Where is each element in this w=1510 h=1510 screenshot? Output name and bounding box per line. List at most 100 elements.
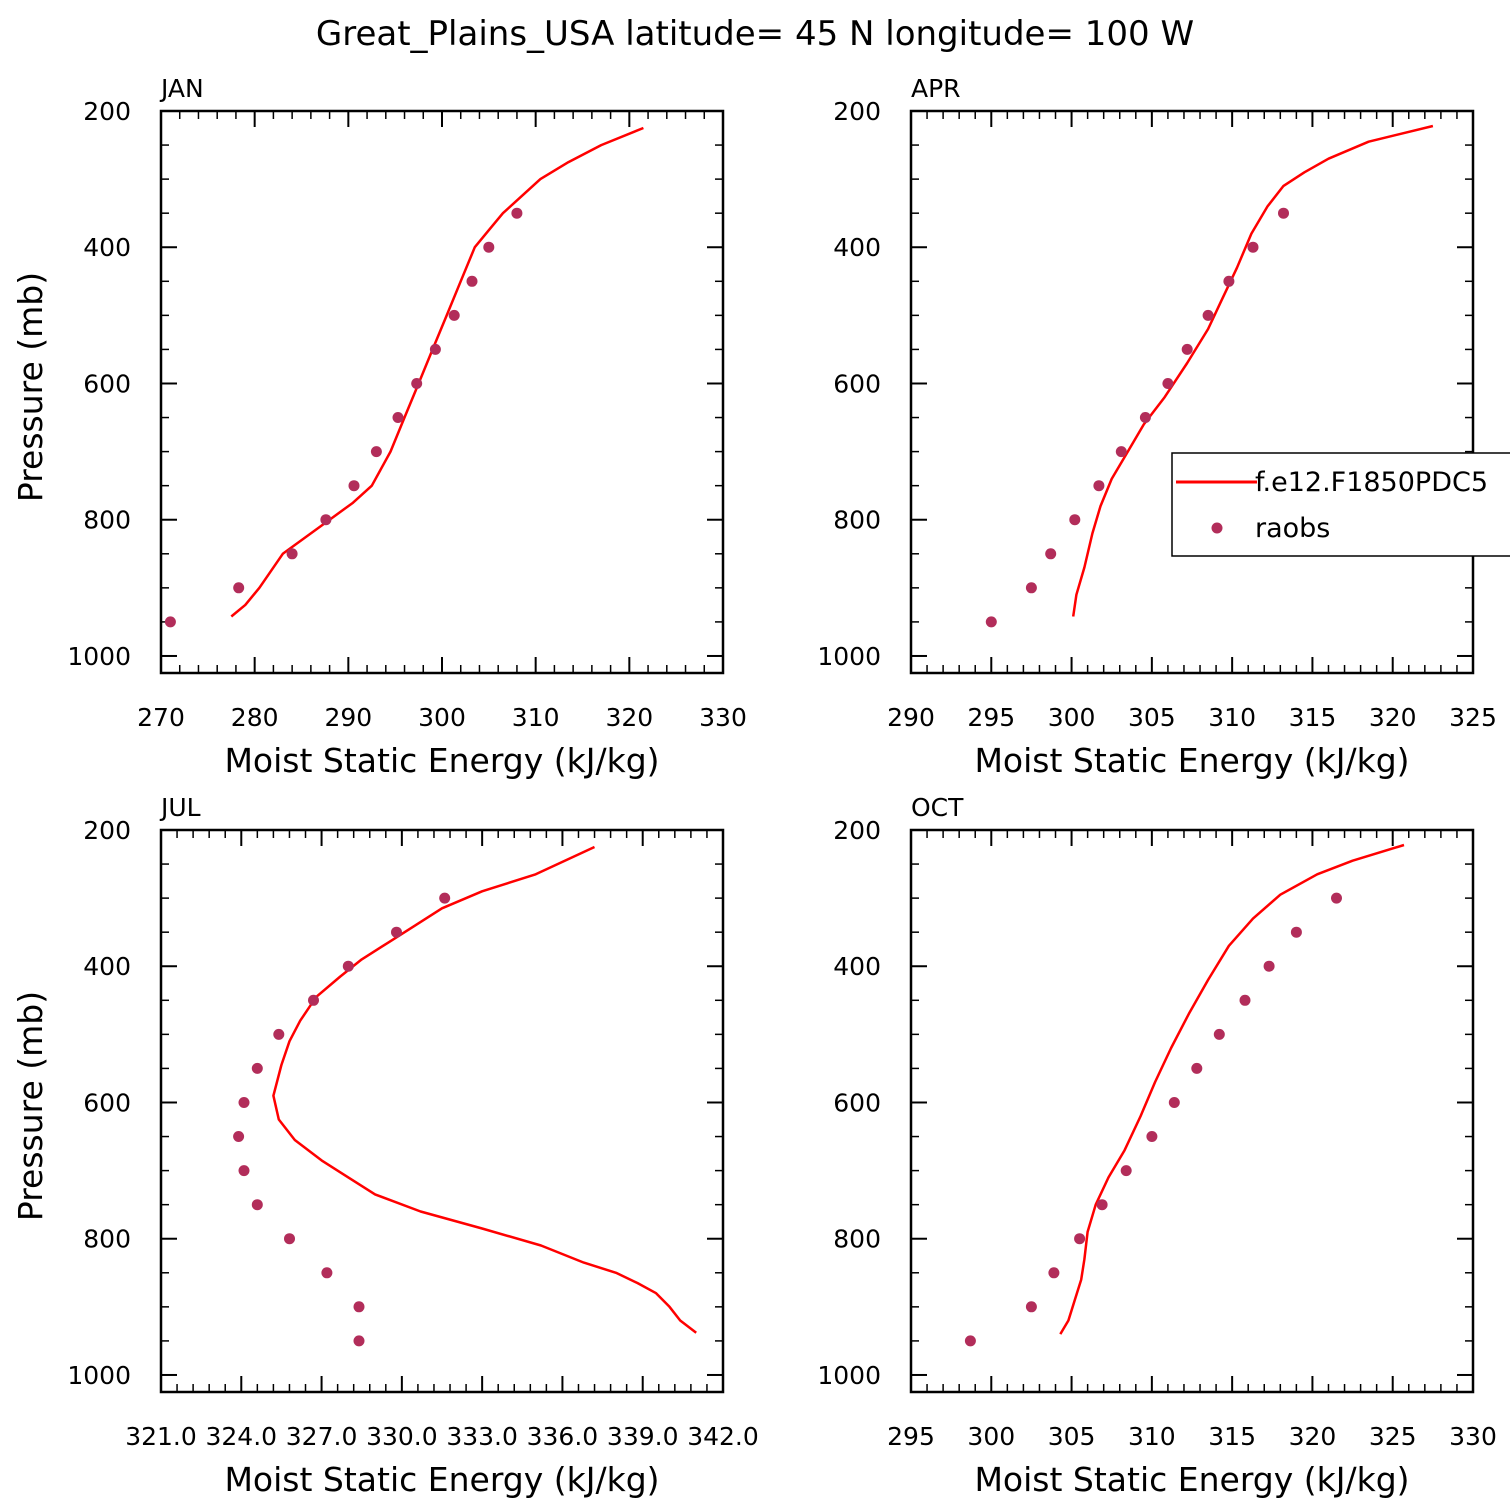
x-tick-label: 325: [1369, 1422, 1417, 1451]
obs-point: [273, 1028, 285, 1040]
panel-frame: [909, 109, 1475, 675]
y-tick-label: 800: [83, 506, 131, 535]
x-tick-label: 295: [967, 703, 1015, 732]
x-tick-label: 290: [887, 703, 935, 732]
obs-point: [353, 1301, 365, 1313]
obs-point: [251, 1062, 263, 1074]
obs-point: [1048, 1267, 1060, 1279]
panel-oct: OCT 295 300 305 310 315 320 325 330 200 400 600 800 1…: [817, 793, 1496, 1499]
plot-area: [964, 843, 1405, 1347]
obs-point: [238, 1165, 250, 1177]
figure-title: Great_Plains_USA latitude= 45 N longitud…: [316, 14, 1194, 54]
x-tick-label: 342.0: [687, 1422, 759, 1451]
obs-point: [348, 480, 360, 492]
obs-point: [370, 446, 382, 458]
y-tick-label: 200: [83, 816, 131, 845]
obs-point: [466, 275, 478, 287]
x-tick-label: 300: [1048, 703, 1096, 732]
obs-point: [392, 412, 404, 423]
panel-title: JAN: [159, 74, 204, 103]
obs-point: [1213, 1028, 1225, 1040]
obs-point: [1146, 1131, 1158, 1142]
x-axis-title: Moist Static Energy (kJ/kg): [224, 741, 659, 780]
obs-point: [1278, 207, 1289, 219]
obs-point: [1074, 1233, 1086, 1245]
y-tick-label: 1000: [67, 642, 131, 671]
x-tick-label: 330: [699, 703, 747, 732]
x-axis-title: Moist Static Energy (kJ/kg): [974, 741, 1409, 780]
obs-point: [1191, 1062, 1203, 1074]
legend-model-label: f.e12.F1850PDC5: [1255, 467, 1488, 498]
x-tick-label: 280: [231, 703, 279, 732]
obs-point: [342, 960, 354, 972]
obs-point: [233, 582, 245, 594]
obs-point: [1139, 412, 1151, 423]
y-tick-label: 800: [83, 1225, 131, 1254]
x-tick-label: 290: [324, 703, 372, 732]
obs-point: [238, 1097, 250, 1108]
x-tick-label: 321.0: [125, 1422, 197, 1451]
panel-title: JUL: [159, 793, 201, 822]
obs-point: [353, 1335, 365, 1347]
x-tick-label: 333.0: [446, 1422, 518, 1451]
obs-point: [483, 241, 495, 253]
x-tick-label: 315: [1289, 703, 1337, 732]
plot-area: [164, 126, 644, 628]
x-tick-label: 325: [1449, 703, 1497, 732]
obs-point: [1096, 1199, 1108, 1211]
x-tick-label: 324.0: [205, 1422, 277, 1451]
model-series-line: [1059, 843, 1405, 1335]
obs-point: [1162, 378, 1174, 389]
obs-point: [1202, 309, 1214, 321]
y-axis-title: Pressure (mb): [11, 272, 50, 502]
y-axis-title: Pressure (mb): [11, 991, 50, 1221]
obs-point: [411, 378, 423, 389]
obs-point: [448, 309, 460, 321]
y-tick-label: 400: [83, 952, 131, 981]
x-tick-label: 320: [1289, 1422, 1337, 1451]
obs-point: [308, 994, 319, 1006]
obs-point: [1045, 548, 1057, 560]
obs-point: [286, 548, 298, 560]
panel-frame: [159, 109, 725, 675]
legend-box: [1171, 452, 1510, 557]
x-tick-label: 320: [605, 703, 653, 732]
y-tick-label: 200: [83, 97, 131, 126]
model-series-line: [272, 845, 697, 1334]
y-tick-label: 800: [833, 506, 881, 535]
y-tick-label: 400: [833, 952, 881, 981]
obs-point: [251, 1199, 263, 1211]
x-tick-label: 305: [1048, 1422, 1096, 1451]
panel-apr: APR 290 295 300 305 310 315 320 325 200 400 600 800 1…: [817, 74, 1496, 780]
y-tick-label: 1000: [817, 642, 881, 671]
x-tick-label: 330: [1449, 1422, 1497, 1451]
x-tick-label: 320: [1369, 703, 1417, 732]
obs-point: [1025, 582, 1037, 594]
obs-point: [1168, 1097, 1180, 1108]
y-tick-label: 200: [833, 97, 881, 126]
x-tick-label: 339.0: [607, 1422, 679, 1451]
legend-obs-marker: [1211, 522, 1223, 534]
obs-point: [1263, 960, 1275, 972]
plot-area: [233, 845, 697, 1347]
x-tick-label: 270: [137, 703, 185, 732]
panel-jul: JUL 321.0 324.0 327.0 330.0 333.0 336.0 339.0 34…: [11, 793, 759, 1499]
plot-area: [985, 124, 1434, 628]
y-tick-label: 800: [833, 1225, 881, 1254]
model-series-line: [1071, 124, 1434, 617]
obs-point: [1247, 241, 1259, 253]
y-tick-label: 600: [833, 369, 881, 398]
x-tick-label: 310: [1208, 703, 1256, 732]
y-tick-label: 1000: [67, 1361, 131, 1390]
obs-point: [1025, 1301, 1037, 1313]
obs-point: [429, 343, 441, 355]
legend-obs-label: raobs: [1255, 513, 1330, 544]
obs-point: [1290, 926, 1302, 938]
obs-point: [511, 207, 523, 219]
panels: JAN 270 280 290 300 310 320 330 200 400 600 800 1000…: [11, 74, 1497, 1499]
obs-point: [1069, 514, 1081, 526]
obs-point: [439, 892, 451, 904]
obs-point: [233, 1131, 245, 1142]
obs-point: [964, 1335, 976, 1347]
panel-jan: JAN 270 280 290 300 310 320 330 200 400 600 800 1000…: [11, 74, 747, 780]
